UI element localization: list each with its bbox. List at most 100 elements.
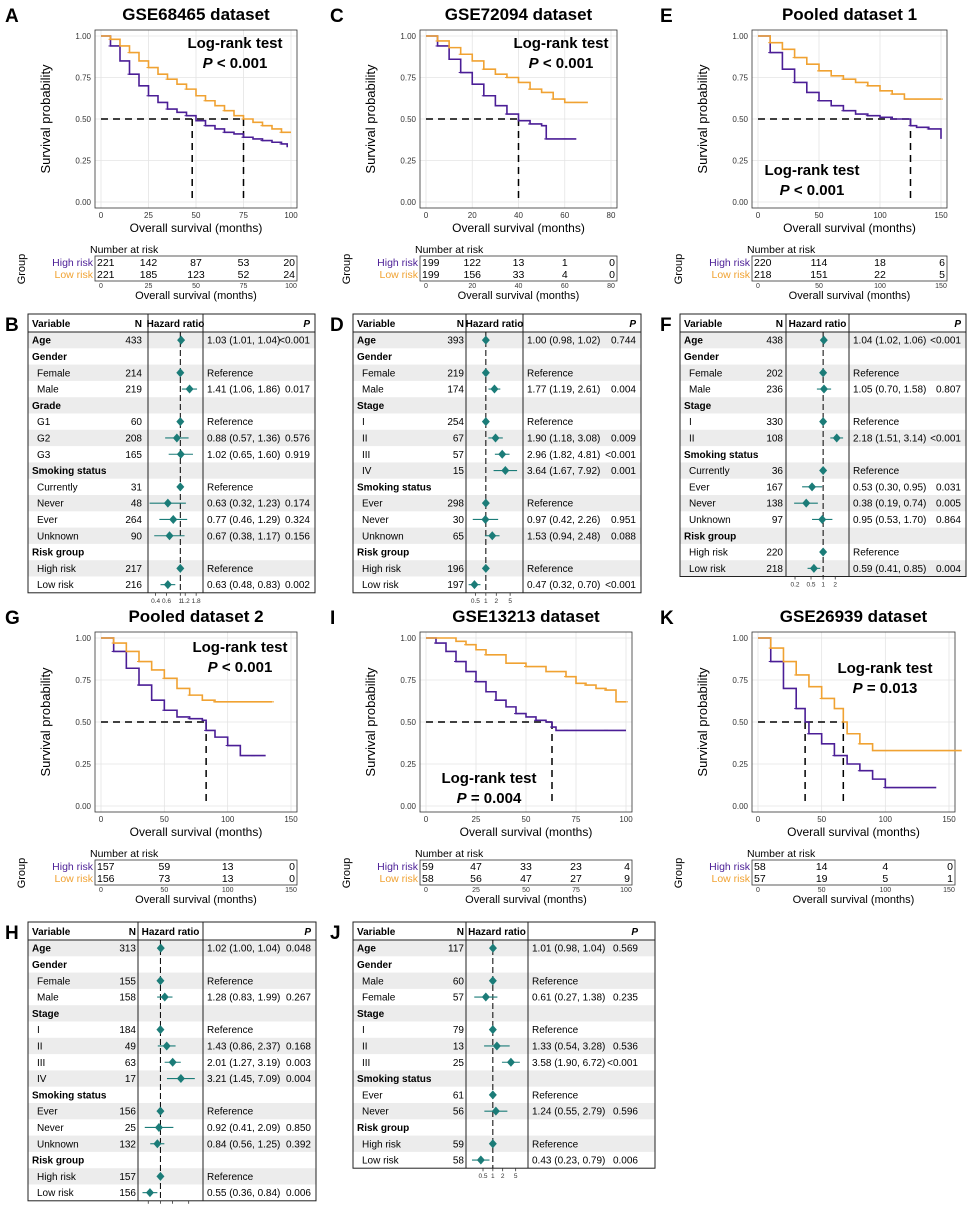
header-variable: Variable	[357, 319, 396, 330]
row-hr-text: 1.02 (1.00, 1.04)	[207, 944, 280, 955]
hr-marker	[481, 514, 490, 524]
x-tick-label: 40	[514, 211, 523, 220]
row-label: Risk group	[32, 548, 84, 559]
row-label: Unknown	[37, 1139, 79, 1150]
row-band	[28, 397, 315, 414]
hr-marker	[176, 482, 185, 492]
header-n: N	[129, 927, 136, 938]
x-tick-label: 100	[221, 815, 235, 824]
risk-count: 199	[422, 269, 440, 281]
chart-title: Pooled dataset 1	[782, 5, 917, 24]
row-p-value: 0.031	[936, 482, 961, 493]
row-hr-text: 0.63 (0.48, 0.83)	[207, 580, 280, 591]
p-symbol: P	[457, 790, 468, 807]
header-variable: Variable	[684, 319, 723, 330]
hr-marker	[176, 368, 185, 378]
km-curve-low-risk	[101, 35, 291, 134]
header-n: N	[776, 319, 783, 330]
header-p: P	[629, 319, 636, 330]
risk-count: 20	[283, 257, 295, 269]
risk-count: 114	[811, 257, 828, 269]
row-n: 61	[453, 1090, 465, 1101]
row-hr-text: Reference	[532, 1090, 579, 1101]
row-n: 433	[125, 336, 142, 347]
row-n: 48	[131, 499, 143, 510]
logrank-label: Log-rank test	[764, 162, 859, 179]
risk-x-tick: 50	[160, 887, 168, 894]
row-n: 31	[131, 482, 143, 493]
risk-row-label: Low risk	[379, 269, 418, 281]
row-hr-text: 1.77 (1.19, 2.61)	[527, 385, 600, 396]
km-curve-low-risk	[758, 637, 962, 752]
risk-count: 22	[874, 269, 886, 281]
row-p-value: 0.004	[611, 385, 636, 396]
y-tick-label: 0.25	[732, 157, 748, 166]
row-label: Female	[37, 976, 71, 987]
row-hr-text: 1.53 (0.94, 2.48)	[527, 531, 600, 542]
risk-count: 59	[422, 861, 434, 873]
row-p-value: <0.001	[605, 450, 636, 461]
p-symbol: P	[853, 680, 864, 697]
y-tick-label: 0.25	[75, 157, 91, 166]
panel-label: J	[330, 923, 341, 944]
km-curve-high-risk	[426, 35, 577, 140]
row-n: 157	[119, 1172, 136, 1183]
axis-tick-label: 1	[821, 582, 825, 589]
row-p-value: 0.807	[936, 385, 961, 396]
axis-tick-label: 0.5	[471, 598, 480, 605]
risk-x-tick: 0	[424, 283, 428, 290]
row-p-value: 0.088	[611, 531, 636, 542]
x-tick-label: 50	[160, 815, 169, 824]
hr-marker	[488, 976, 497, 986]
hr-marker	[488, 1139, 497, 1149]
row-p-value: 0.002	[285, 580, 310, 591]
hr-marker	[488, 1025, 497, 1035]
row-n: 202	[766, 368, 783, 379]
risk-x-label: Overall survival (months)	[465, 894, 587, 906]
row-label: IV	[37, 1074, 47, 1085]
row-band	[353, 1005, 655, 1022]
hr-marker	[160, 992, 169, 1002]
row-p-value: 0.003	[286, 1058, 311, 1069]
x-tick-label: 0	[99, 815, 104, 824]
row-label: II	[689, 433, 695, 444]
y-tick-label: 1.00	[400, 32, 416, 41]
p-value-text: P < 0.001	[529, 55, 594, 72]
row-hr-text: 2.96 (1.82, 4.81)	[527, 450, 600, 461]
row-label: Gender	[32, 960, 67, 971]
header-variable: Variable	[32, 319, 71, 330]
row-label: Age	[357, 944, 376, 955]
risk-group-axis: Group	[673, 254, 685, 285]
row-n: 196	[447, 564, 464, 575]
y-tick-label: 0.25	[75, 760, 91, 769]
row-p-value: 0.168	[286, 1041, 311, 1052]
x-tick-label: 150	[934, 211, 948, 220]
row-n: 217	[125, 564, 142, 575]
p-symbol: P	[203, 55, 214, 72]
header-p: P	[954, 319, 961, 330]
header-p: P	[304, 927, 311, 938]
axis-tick-label: 2	[833, 582, 837, 589]
risk-count: 221	[97, 257, 115, 269]
hr-marker	[176, 1074, 185, 1084]
p-value-text: P < 0.001	[780, 182, 845, 199]
x-tick-label: 50	[522, 815, 531, 824]
row-n: 17	[125, 1074, 137, 1085]
row-n: 36	[772, 466, 784, 477]
logrank-label: Log-rank test	[187, 35, 282, 52]
row-label: Risk group	[32, 1156, 84, 1167]
axis-tick-label: 5	[514, 1173, 518, 1180]
row-hr-text: 0.84 (0.56, 1.25)	[207, 1139, 280, 1150]
risk-count: 14	[816, 861, 828, 873]
risk-row-label: High risk	[52, 861, 94, 873]
risk-x-tick: 80	[607, 283, 615, 290]
risk-group-axis: Group	[341, 254, 353, 285]
risk-x-tick: 25	[472, 887, 480, 894]
row-label: Never	[362, 1107, 389, 1118]
row-band	[353, 940, 655, 957]
row-label: Low risk	[362, 1156, 400, 1167]
row-label: Ever	[689, 482, 710, 493]
x-axis-label: Overall survival (months)	[452, 221, 585, 235]
x-tick-label: 60	[560, 211, 569, 220]
